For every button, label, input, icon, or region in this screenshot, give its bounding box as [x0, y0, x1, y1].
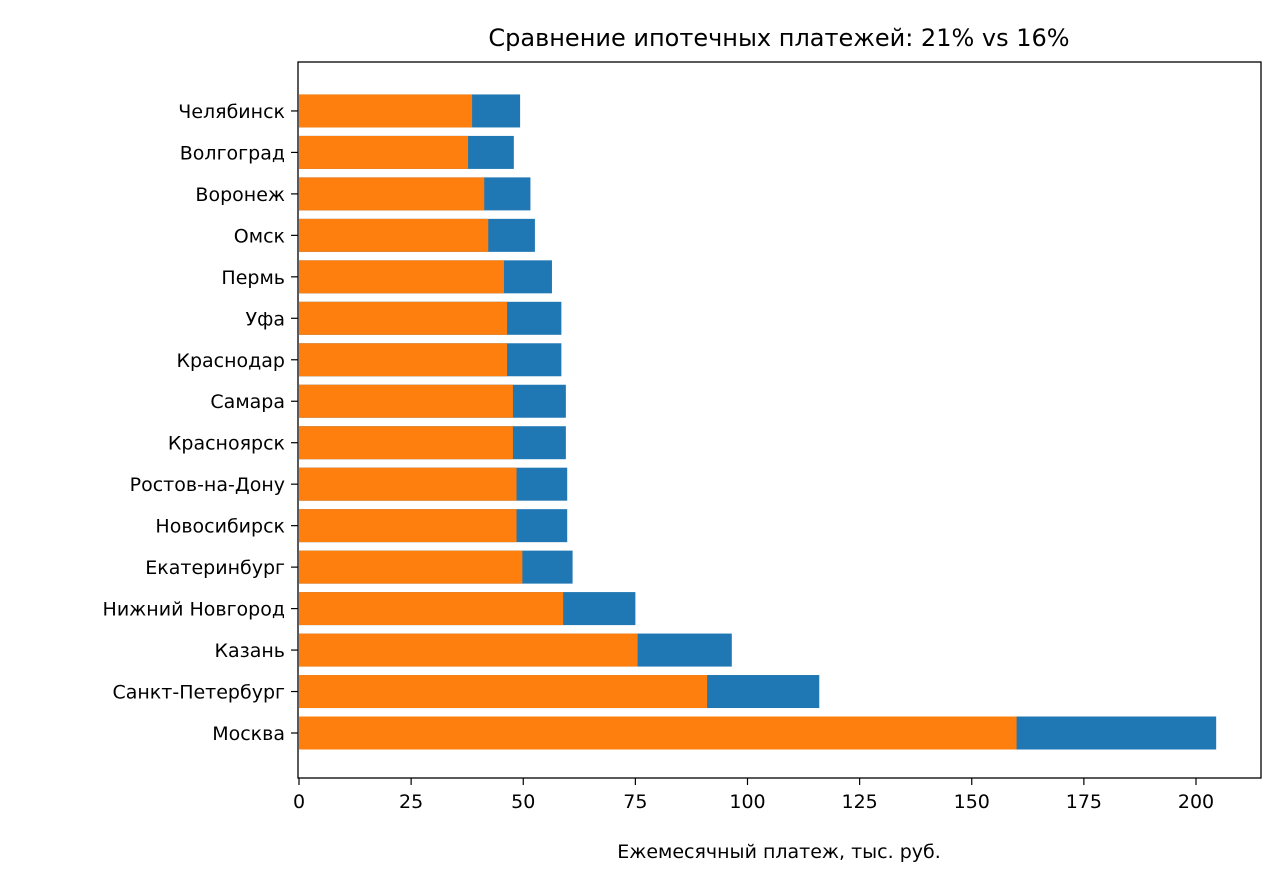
bar-16pct-13 [299, 177, 485, 211]
y-tick-label: Москва [212, 723, 285, 745]
x-axis: 0 25 50 75 100 125 150 175 200 [293, 778, 1214, 813]
bar-16pct-0 [299, 716, 1017, 750]
x-tick-label: 50 [511, 791, 535, 813]
y-tick-label: Пермь [221, 267, 285, 289]
y-tick-label: Воронеж [195, 184, 285, 206]
axes-frame [297, 61, 1262, 779]
bars [299, 94, 1217, 750]
y-tick-label: Санкт-Петербург [112, 682, 285, 704]
x-tick-label: 175 [1066, 791, 1102, 813]
bar-16pct-4 [299, 550, 523, 584]
x-tick-label: 0 [293, 791, 305, 813]
chart-title: Сравнение ипотечных платежей: 21% vs 16% [488, 24, 1069, 52]
bar-16pct-9 [299, 343, 508, 377]
bar-16pct-7 [299, 426, 513, 460]
y-tick-label: Екатеринбург [145, 557, 285, 579]
y-tick-label: Нижний Новгород [103, 599, 285, 621]
y-tick-label: Омск [234, 225, 285, 247]
x-tick-label: 100 [729, 791, 765, 813]
y-tick-label: Краснодар [176, 350, 285, 372]
bar-16pct-10 [299, 301, 508, 335]
bar-16pct-2 [299, 633, 638, 667]
y-axis: Москва Санкт-Петербург Казань Нижний Новгор… [103, 101, 298, 745]
bar-16pct-11 [299, 260, 504, 294]
bar-16pct-14 [299, 135, 469, 169]
bar-16pct-1 [299, 675, 708, 709]
x-tick-label: 75 [623, 791, 647, 813]
x-tick-label: 200 [1178, 791, 1214, 813]
x-axis-label: Ежемесячный платеж, тыс. руб. [617, 841, 941, 863]
bar-16pct-8 [299, 384, 513, 418]
x-tick-label: 150 [954, 791, 990, 813]
bar-16pct-5 [299, 509, 517, 543]
x-tick-label: 125 [841, 791, 877, 813]
y-tick-label: Казань [215, 640, 286, 662]
y-tick-label: Самара [210, 391, 285, 413]
x-tick-label: 25 [399, 791, 423, 813]
bar-16pct-6 [299, 467, 517, 501]
y-tick-label: Челябинск [178, 101, 285, 123]
y-tick-label: Красноярск [168, 433, 285, 455]
y-tick-label: Уфа [246, 308, 285, 330]
bar-16pct-15 [299, 94, 473, 128]
y-tick-label: Волгоград [180, 142, 285, 164]
y-tick-label: Ростов-на-Дону [130, 474, 285, 496]
bar-16pct-12 [299, 218, 489, 252]
bar-16pct-3 [299, 592, 564, 626]
y-tick-label: Новосибирск [155, 516, 285, 538]
